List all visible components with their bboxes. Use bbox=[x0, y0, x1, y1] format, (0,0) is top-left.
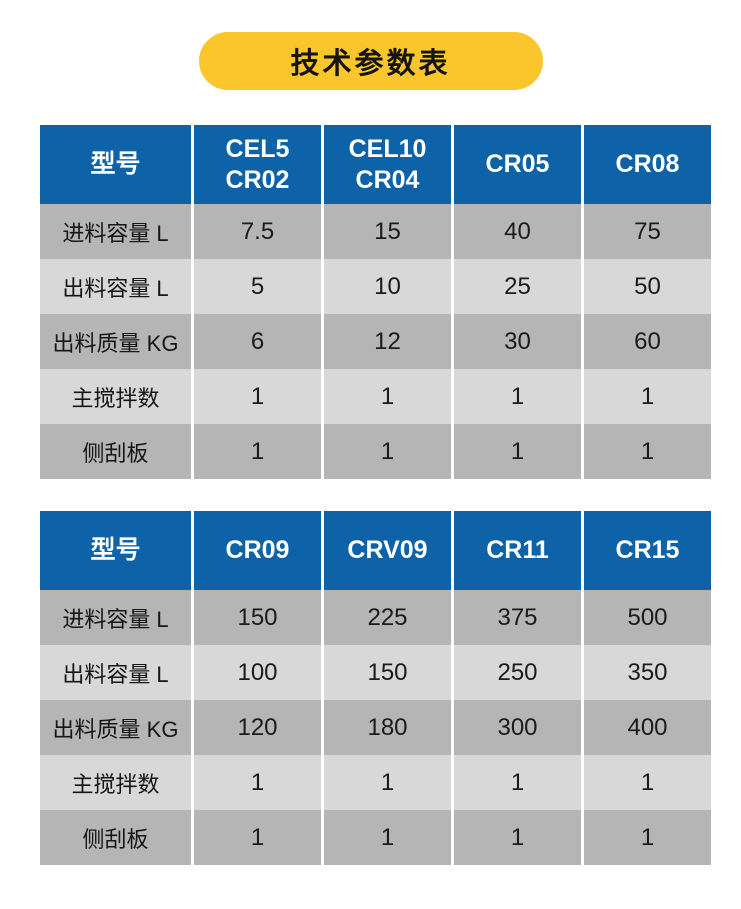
spec-row-label: 出料容量 L bbox=[40, 645, 191, 700]
spec-row-label: 进料容量 L bbox=[40, 590, 191, 645]
spec-value-cell: 1 bbox=[321, 424, 451, 479]
spec-value-cell: 1 bbox=[581, 810, 711, 865]
spec-value-cell: 120 bbox=[191, 700, 321, 755]
table-row: 进料容量 L 7.5 15 40 75 bbox=[40, 204, 711, 259]
table-row: 侧刮板 1 1 1 1 bbox=[40, 424, 711, 479]
spec-value-cell: 10 bbox=[321, 259, 451, 314]
spec-value-cell: 1 bbox=[191, 810, 321, 865]
spec-value-cell: 150 bbox=[321, 645, 451, 700]
spec-value-cell: 1 bbox=[451, 369, 581, 424]
spec-value-cell: 50 bbox=[581, 259, 711, 314]
spec-row-label: 出料质量 KG bbox=[40, 700, 191, 755]
spec-value-cell: 6 bbox=[191, 314, 321, 369]
column-header-cell: CEL10 CR04 bbox=[321, 125, 451, 204]
column-header-cell: CR15 bbox=[581, 511, 711, 590]
spec-row-label: 侧刮板 bbox=[40, 810, 191, 865]
table-row: 出料质量 KG 6 12 30 60 bbox=[40, 314, 711, 369]
spec-value-cell: 180 bbox=[321, 700, 451, 755]
table-row: 侧刮板 1 1 1 1 bbox=[40, 810, 711, 865]
spec-value-cell: 350 bbox=[581, 645, 711, 700]
table-row: 主搅拌数 1 1 1 1 bbox=[40, 369, 711, 424]
spec-value-cell: 75 bbox=[581, 204, 711, 259]
spec-value-cell: 1 bbox=[451, 810, 581, 865]
spec-value-cell: 1 bbox=[191, 755, 321, 810]
spec-value-cell: 1 bbox=[321, 369, 451, 424]
spec-value-cell: 60 bbox=[581, 314, 711, 369]
spec-row-label: 侧刮板 bbox=[40, 424, 191, 479]
table-row: 出料容量 L 100 150 250 350 bbox=[40, 645, 711, 700]
spec-value-cell: 1 bbox=[321, 810, 451, 865]
header-row: 型号 CEL5 CR02 CEL10 CR04 CR05 CR08 bbox=[40, 125, 711, 204]
spec-value-cell: 25 bbox=[451, 259, 581, 314]
model-header-cell: 型号 bbox=[40, 125, 191, 204]
spec-value-cell: 1 bbox=[581, 424, 711, 479]
spec-row-label: 主搅拌数 bbox=[40, 755, 191, 810]
column-header-cell: CR05 bbox=[451, 125, 581, 204]
spec-value-cell: 150 bbox=[191, 590, 321, 645]
spec-value-cell: 1 bbox=[451, 424, 581, 479]
header-row: 型号 CR09 CRV09 CR11 CR15 bbox=[40, 511, 711, 590]
spec-value-cell: 12 bbox=[321, 314, 451, 369]
spec-value-cell: 500 bbox=[581, 590, 711, 645]
spec-value-cell: 400 bbox=[581, 700, 711, 755]
spec-row-label: 出料质量 KG bbox=[40, 314, 191, 369]
spec-value-cell: 1 bbox=[191, 424, 321, 479]
page-title: 技术参数表 bbox=[290, 48, 451, 80]
column-header-cell: CR08 bbox=[581, 125, 711, 204]
spec-value-cell: 1 bbox=[581, 369, 711, 424]
spec-value-cell: 40 bbox=[451, 204, 581, 259]
spec-value-cell: 5 bbox=[191, 259, 321, 314]
spec-value-cell: 300 bbox=[451, 700, 581, 755]
spec-value-cell: 15 bbox=[321, 204, 451, 259]
spec-table-2: 型号 CR09 CRV09 CR11 CR15 进料容量 L 150 225 3… bbox=[40, 511, 711, 865]
spec-value-cell: 250 bbox=[451, 645, 581, 700]
title-badge: 技术参数表 bbox=[198, 32, 543, 90]
spec-value-cell: 375 bbox=[451, 590, 581, 645]
spec-value-cell: 30 bbox=[451, 314, 581, 369]
spec-value-cell: 1 bbox=[581, 755, 711, 810]
table-row: 出料容量 L 5 10 25 50 bbox=[40, 259, 711, 314]
spec-value-cell: 1 bbox=[451, 755, 581, 810]
spec-value-cell: 1 bbox=[191, 369, 321, 424]
spec-row-label: 主搅拌数 bbox=[40, 369, 191, 424]
table-row: 出料质量 KG 120 180 300 400 bbox=[40, 700, 711, 755]
spec-table-1: 型号 CEL5 CR02 CEL10 CR04 CR05 CR08 进料容量 L… bbox=[40, 125, 711, 479]
spec-value-cell: 1 bbox=[321, 755, 451, 810]
table-row: 进料容量 L 150 225 375 500 bbox=[40, 590, 711, 645]
table-row: 主搅拌数 1 1 1 1 bbox=[40, 755, 711, 810]
spec-row-label: 出料容量 L bbox=[40, 259, 191, 314]
spec-value-cell: 225 bbox=[321, 590, 451, 645]
column-header-cell: CR11 bbox=[451, 511, 581, 590]
column-header-cell: CEL5 CR02 bbox=[191, 125, 321, 204]
column-header-cell: CR09 bbox=[191, 511, 321, 590]
spec-value-cell: 100 bbox=[191, 645, 321, 700]
spec-row-label: 进料容量 L bbox=[40, 204, 191, 259]
column-header-cell: CRV09 bbox=[321, 511, 451, 590]
model-header-cell: 型号 bbox=[40, 511, 191, 590]
spec-value-cell: 7.5 bbox=[191, 204, 321, 259]
